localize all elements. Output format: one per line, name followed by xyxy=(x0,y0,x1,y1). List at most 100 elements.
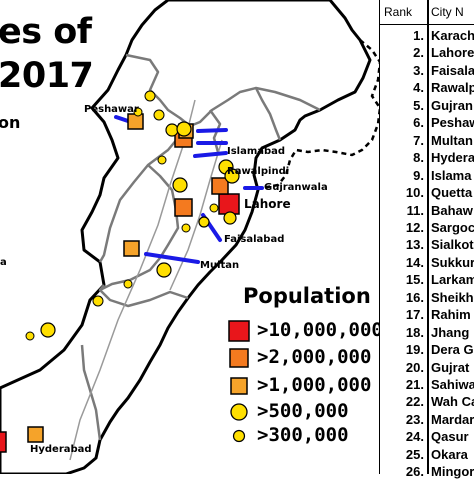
city-cell: Sheikh xyxy=(431,289,474,305)
large-circle-icon xyxy=(230,403,248,421)
marker-small-circle xyxy=(123,279,133,289)
city-markers xyxy=(0,90,240,453)
map-title-line-1: es of xyxy=(0,12,92,52)
rank-cell: 26. xyxy=(405,464,424,480)
rank-table-header: Rank City N xyxy=(380,0,474,25)
city-cell: Wah Car xyxy=(431,394,474,410)
city-label-multan: Multan xyxy=(200,260,240,271)
city-cell: Sialkot xyxy=(431,237,474,253)
rank-cell: 8. xyxy=(413,150,424,166)
marker-small-circle xyxy=(157,155,167,165)
table-row: 14. Sukkur xyxy=(380,254,474,271)
table-row: 3. Faisala xyxy=(380,62,474,79)
table-row: 7. Multan xyxy=(380,132,474,149)
rivers xyxy=(69,99,223,461)
city-cell: Lahore xyxy=(431,45,474,61)
rank-cell: 2. xyxy=(413,45,424,61)
rank-cell: 23. xyxy=(405,411,424,427)
rank-table: Rank City N 1. Karach 2. Lahore 3. Faisala 4. R… xyxy=(379,0,474,479)
table-row: 5. Gujran xyxy=(380,97,474,114)
table-row: 15. Larkam xyxy=(380,271,474,288)
city-cell: Larkam xyxy=(431,272,474,288)
table-row: 22. Wah Car xyxy=(380,393,474,410)
table-row: 25. Okara xyxy=(380,446,474,463)
table-row: 2. Lahore xyxy=(380,44,474,61)
marker-small-circle xyxy=(181,223,191,233)
rank-cell: 22. xyxy=(405,394,424,410)
city-cell: Faisala xyxy=(431,62,474,78)
table-row: 16. Sheikh xyxy=(380,289,474,306)
marker-small-circle xyxy=(209,203,219,213)
table-row: 9. Islama xyxy=(380,167,474,184)
rank-cell: 13. xyxy=(405,237,424,253)
rank-cell: 1. xyxy=(413,28,424,43)
legend-label: >500,000 xyxy=(257,400,349,422)
column-divider xyxy=(427,0,429,474)
city-cell: Karach xyxy=(431,28,474,43)
table-row: 1. Karach xyxy=(380,27,474,44)
table-row: 18. Jhang xyxy=(380,324,474,341)
marker-faisalabad xyxy=(174,198,193,217)
rank-cell: 4. xyxy=(413,80,424,96)
rank-cell: 7. xyxy=(413,132,424,148)
map-title-line-2: 2017 xyxy=(0,56,94,96)
table-row: 6. Peshaw xyxy=(380,114,474,131)
rank-cell: 14. xyxy=(405,254,424,270)
table-row: 13. Sialkot xyxy=(380,236,474,253)
legend-label: >1,000,000 xyxy=(257,374,372,396)
marker-small-circle xyxy=(133,107,143,117)
city-label-hyderabad: Hyderabad xyxy=(30,444,92,455)
city-cell: Rawalp xyxy=(431,80,474,96)
table-row: 19. Dera Gh xyxy=(380,341,474,358)
marker-small-circle xyxy=(25,331,35,341)
country-outline xyxy=(0,0,372,474)
city-cell: Quetta xyxy=(431,185,473,201)
marker-small-circle xyxy=(153,109,165,121)
marker-large-circle xyxy=(172,177,188,193)
city-cell: Dera Gh xyxy=(431,342,474,358)
marker-large-circle xyxy=(40,322,56,338)
rank-cell: 19. xyxy=(405,342,424,358)
city-label-rawalpindi: Rawalpindi xyxy=(227,166,290,177)
table-row: 21. Sahiwa xyxy=(380,376,474,393)
city-cell: Bahaw xyxy=(431,202,473,218)
legend-label: >10,000,000 xyxy=(257,319,383,341)
legend-label: >300,000 xyxy=(257,424,349,446)
table-row: 24. Qasur xyxy=(380,428,474,445)
city-cell: Qasur xyxy=(431,429,469,445)
table-row: 20. Gujrat xyxy=(380,359,474,376)
marker-small-circle xyxy=(144,90,156,102)
city-cell: Sukkur xyxy=(431,254,474,270)
rank-cell: 20. xyxy=(405,359,424,375)
disputed-border xyxy=(261,39,382,190)
rank-cell: 25. xyxy=(405,446,424,462)
city-column-header: City N xyxy=(431,5,464,19)
rank-cell: 10. xyxy=(405,185,424,201)
marker-small-circle xyxy=(92,295,104,307)
rank-cell: 24. xyxy=(405,429,424,445)
city-cell: Okara xyxy=(431,446,468,462)
table-row: 11. Bahaw xyxy=(380,202,474,219)
rank-cell: 15. xyxy=(405,272,424,288)
city-cell: Multan xyxy=(431,132,473,148)
small-circle-icon xyxy=(232,429,246,443)
orange-square-icon xyxy=(229,348,249,368)
rank-cell: 16. xyxy=(405,289,424,305)
leader-lines xyxy=(114,115,264,264)
marker-large-circle xyxy=(165,123,179,137)
table-row: 26. Mingor xyxy=(380,463,474,480)
marker-multan xyxy=(123,240,140,257)
city-label-faisalabad: Faisalabad xyxy=(224,234,285,245)
city-label-fragment: a xyxy=(0,257,7,268)
city-label-gujranwala: Gujranwala xyxy=(264,182,328,193)
city-cell: Sahiwa xyxy=(431,377,474,392)
marker-peshawar xyxy=(127,113,144,130)
table-row: 12. Sargoc xyxy=(380,219,474,236)
marker-large-circle xyxy=(176,121,192,137)
marker-karachi xyxy=(0,431,7,453)
city-cell: Peshaw xyxy=(431,115,474,131)
city-cell: Gujrat xyxy=(431,359,470,375)
rank-cell: 18. xyxy=(405,324,424,340)
marker-large-circle xyxy=(224,168,240,184)
